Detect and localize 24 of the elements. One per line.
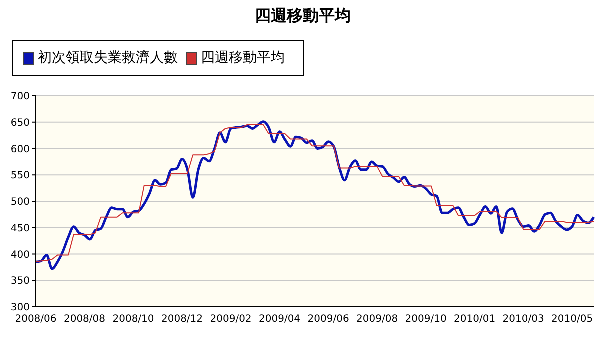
x-tick-label: 2009/10 xyxy=(405,314,447,326)
x-tick-label: 2009/02 xyxy=(210,314,252,326)
x-tick-label: 2009/06 xyxy=(308,314,350,326)
x-tick-label: 2008/06 xyxy=(15,314,57,326)
x-tick-label: 2010/01 xyxy=(454,314,496,326)
x-tick-label: 2009/08 xyxy=(356,314,398,326)
y-tick-label: 500 xyxy=(10,197,30,208)
y-tick-label: 600 xyxy=(10,144,30,156)
y-tick-label: 400 xyxy=(10,250,30,261)
y-tick-label: 300 xyxy=(10,302,30,314)
y-tick-label: 650 xyxy=(10,118,30,129)
x-tick-label: 2008/10 xyxy=(112,314,154,326)
x-tick-label: 2009/04 xyxy=(259,314,301,326)
y-tick-label: 700 xyxy=(10,92,30,103)
x-tick-label: 2010/05 xyxy=(552,314,594,326)
legend-label: 初次領取失業救濟人數 xyxy=(37,49,178,67)
x-tick-label: 2008/08 xyxy=(64,314,106,326)
y-tick-label: 550 xyxy=(10,170,30,182)
x-tick-label: 2010/03 xyxy=(502,314,544,326)
x-tick-label: 2008/12 xyxy=(162,314,204,326)
chart-title: 四週移動平均 xyxy=(254,6,352,27)
y-tick-label: 450 xyxy=(10,223,30,234)
legend-label: 四週移動平均 xyxy=(200,49,285,67)
y-tick-label: 350 xyxy=(10,276,30,288)
